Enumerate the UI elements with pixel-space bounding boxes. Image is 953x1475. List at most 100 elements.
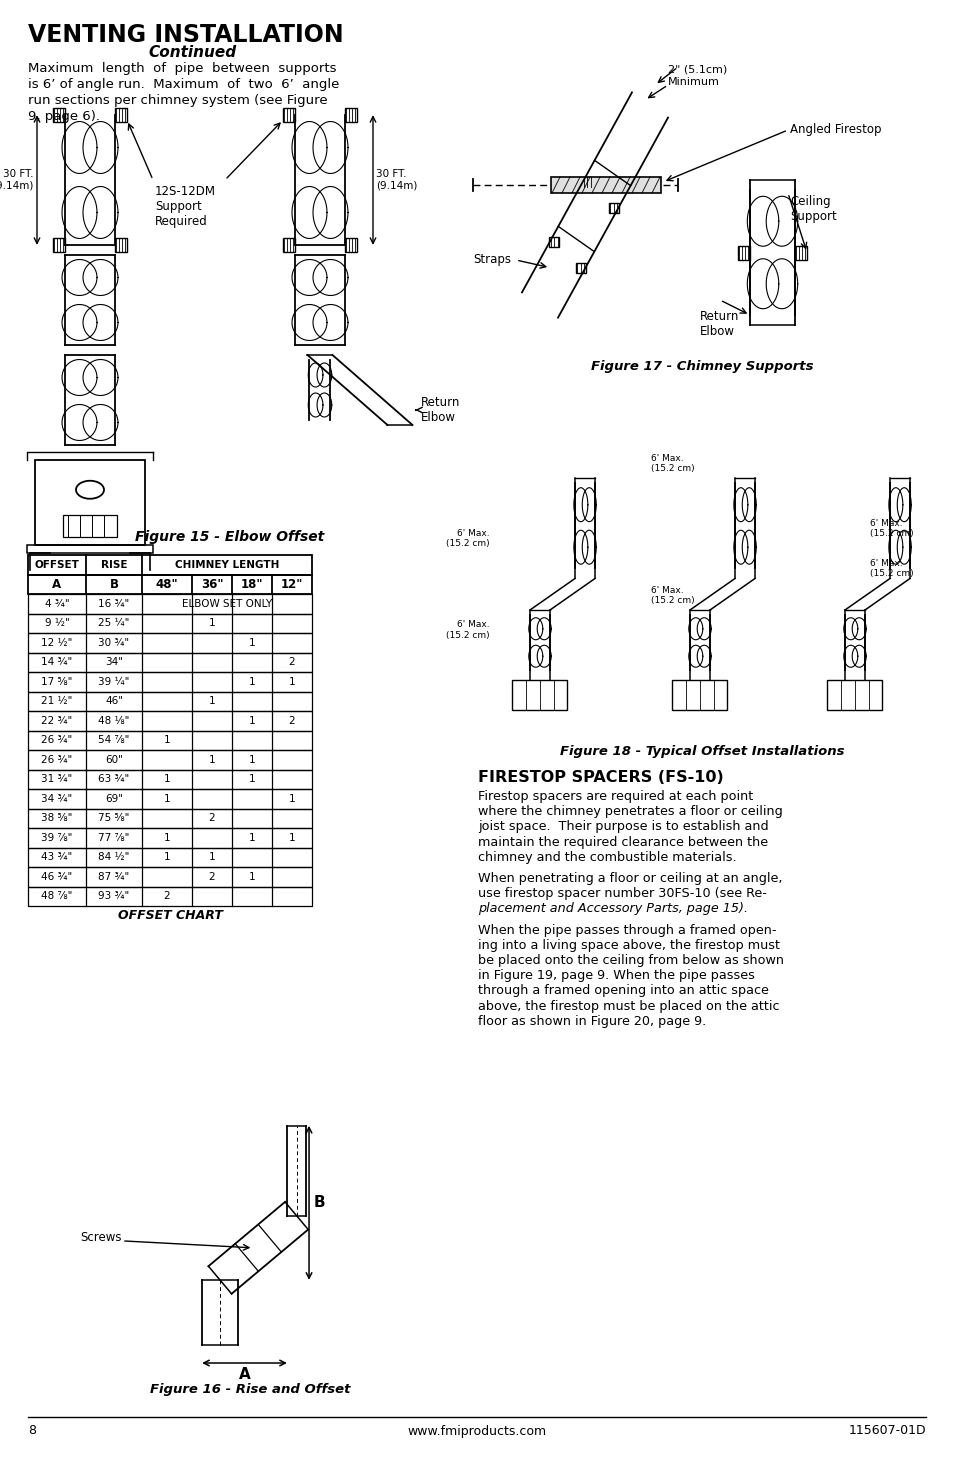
Text: 1: 1 (249, 755, 255, 764)
Bar (28, 886, 312, 906)
Bar (28, 730, 312, 749)
Text: 6' Max.
(15.2 cm): 6' Max. (15.2 cm) (446, 528, 490, 549)
Text: use firestop spacer number 30FS-10 (see Re-: use firestop spacer number 30FS-10 (see … (477, 886, 766, 900)
Bar (345, 237, 356, 252)
Bar (28, 770, 312, 789)
Text: 6' Max.
(15.2 cm): 6' Max. (15.2 cm) (869, 559, 913, 578)
Text: 2: 2 (289, 715, 295, 726)
Text: above, the firestop must be placed on the attic: above, the firestop must be placed on th… (477, 1000, 779, 1013)
Text: 1: 1 (164, 853, 171, 863)
Text: 1: 1 (209, 755, 215, 764)
Text: 93 ¾": 93 ¾" (98, 891, 130, 901)
Text: 48 ⅞": 48 ⅞" (41, 891, 72, 901)
Bar (28, 652, 312, 673)
Text: 12S-12DM
Support
Required: 12S-12DM Support Required (154, 184, 215, 229)
Text: 46 ¾": 46 ¾" (41, 872, 72, 882)
Text: joist space.  Their purpose is to establish and: joist space. Their purpose is to establi… (477, 820, 768, 833)
Bar (28, 633, 312, 652)
Text: FIRESTOP SPACERS (FS-10): FIRESTOP SPACERS (FS-10) (477, 770, 723, 785)
Text: run sections per chimney system (see Figure: run sections per chimney system (see Fig… (28, 94, 327, 108)
Text: 12 ½": 12 ½" (41, 637, 72, 648)
Bar (549, 237, 558, 248)
Bar (345, 108, 356, 122)
Text: 1: 1 (289, 677, 295, 687)
Bar (28, 867, 312, 886)
Text: placement and Accessory Parts, page 15).: placement and Accessory Parts, page 15). (477, 903, 747, 916)
Bar (575, 263, 585, 273)
Text: 2: 2 (289, 658, 295, 667)
Text: 30 FT.
(9.14m): 30 FT. (9.14m) (375, 170, 416, 190)
Text: 84 ½": 84 ½" (98, 853, 130, 863)
Text: www.fmiproducts.com: www.fmiproducts.com (407, 1425, 546, 1438)
Bar (28, 614, 312, 633)
Text: 1: 1 (209, 696, 215, 707)
Text: 8: 8 (28, 1425, 36, 1438)
Text: Continued: Continued (148, 46, 236, 60)
Text: 1: 1 (249, 774, 255, 785)
Text: 1: 1 (289, 833, 295, 842)
Text: 18": 18" (240, 578, 263, 591)
Text: 34 ¾": 34 ¾" (41, 794, 72, 804)
Text: 26 ¾": 26 ¾" (41, 755, 72, 764)
Text: Straps: Straps (473, 254, 511, 267)
Text: RISE: RISE (101, 559, 127, 569)
Text: 63 ¾": 63 ¾" (98, 774, 130, 785)
Bar (28, 692, 312, 711)
Polygon shape (551, 177, 660, 193)
Text: where the chimney penetrates a floor or ceiling: where the chimney penetrates a floor or … (477, 805, 781, 819)
Text: Return
Elbow: Return Elbow (700, 310, 739, 338)
Text: 1: 1 (164, 794, 171, 804)
Bar (582, 177, 592, 187)
Text: maintain the required clearance between the: maintain the required clearance between … (477, 836, 767, 848)
Text: 38 ⅝": 38 ⅝" (41, 813, 72, 823)
Text: B: B (314, 1195, 325, 1211)
Text: Screws: Screws (80, 1232, 121, 1245)
Text: OFFSET CHART: OFFSET CHART (117, 909, 222, 922)
Text: 54 ⅞": 54 ⅞" (98, 735, 130, 745)
Text: 87 ¾": 87 ¾" (98, 872, 130, 882)
Text: 14 ¾": 14 ¾" (41, 658, 72, 667)
Text: 75 ⅝": 75 ⅝" (98, 813, 130, 823)
Text: When penetrating a floor or ceiling at an angle,: When penetrating a floor or ceiling at a… (477, 872, 781, 885)
Text: 22 ¾": 22 ¾" (41, 715, 72, 726)
Text: B: B (110, 578, 118, 591)
Bar (53, 237, 65, 252)
Text: Angled Firestop: Angled Firestop (789, 124, 881, 137)
Text: 30 FT.
(9.14m): 30 FT. (9.14m) (0, 170, 34, 190)
Bar (28, 827, 312, 848)
Text: 77 ⅞": 77 ⅞" (98, 833, 130, 842)
Text: 12": 12" (280, 578, 303, 591)
Text: 39 ⅞": 39 ⅞" (41, 833, 72, 842)
Text: 1: 1 (249, 715, 255, 726)
Bar (283, 237, 294, 252)
Bar (28, 574, 312, 594)
Text: in Figure 19, page 9. When the pipe passes: in Figure 19, page 9. When the pipe pass… (477, 969, 754, 982)
Text: 115607-01D: 115607-01D (847, 1425, 925, 1438)
Bar (28, 673, 312, 692)
Text: ELBOW SET ONLY: ELBOW SET ONLY (182, 599, 272, 609)
Text: ing into a living space above, the firestop must: ing into a living space above, the fires… (477, 938, 780, 951)
Text: When the pipe passes through a framed open-: When the pipe passes through a framed op… (477, 923, 776, 937)
Bar (28, 555, 312, 574)
Text: Firestop spacers are required at each point: Firestop spacers are required at each po… (477, 791, 753, 802)
Text: 21 ½": 21 ½" (41, 696, 72, 707)
Text: 30 ¾": 30 ¾" (98, 637, 130, 648)
Bar (28, 848, 312, 867)
Text: Ceiling
Support: Ceiling Support (789, 195, 836, 223)
Text: 2: 2 (209, 872, 215, 882)
Text: 6' Max.
(15.2 cm): 6' Max. (15.2 cm) (869, 519, 913, 538)
Text: 17 ⅝": 17 ⅝" (41, 677, 72, 687)
Text: 43 ¾": 43 ¾" (41, 853, 72, 863)
Text: 1: 1 (249, 677, 255, 687)
Text: A: A (52, 578, 62, 591)
Bar (738, 245, 749, 260)
Bar (672, 680, 727, 709)
Text: 9 ½": 9 ½" (45, 618, 70, 628)
Text: 9, page 6).: 9, page 6). (28, 111, 100, 122)
Text: 4 ¾": 4 ¾" (45, 599, 70, 609)
Text: 2: 2 (164, 891, 171, 901)
Text: 48": 48" (155, 578, 178, 591)
Text: 26 ¾": 26 ¾" (41, 735, 72, 745)
Text: 6' Max.
(15.2 cm): 6' Max. (15.2 cm) (650, 454, 694, 473)
Text: Figure 15 - Elbow Offset: Figure 15 - Elbow Offset (135, 530, 324, 544)
